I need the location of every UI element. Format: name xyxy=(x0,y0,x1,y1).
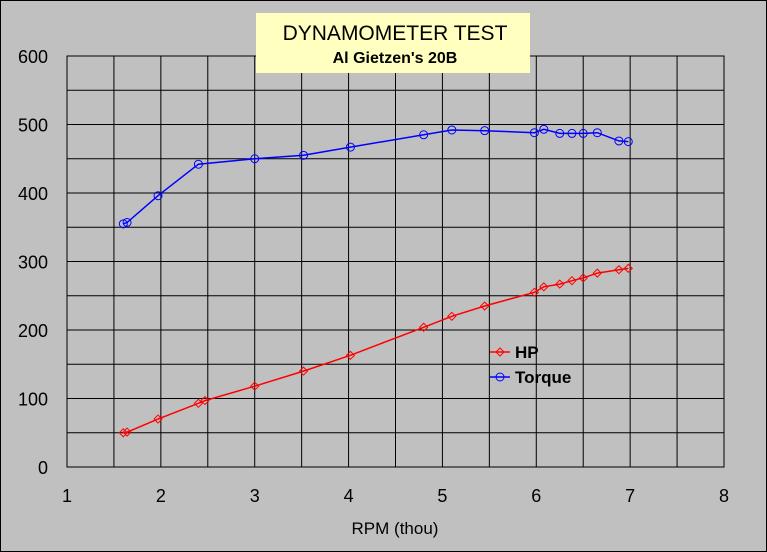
chart-title: DYNAMOMETER TEST xyxy=(283,22,508,45)
data-point-hp xyxy=(153,414,163,424)
y-axis-tick-labels: 0 100 200 300 400 500 600 xyxy=(18,47,48,478)
x-tick-label: 8 xyxy=(719,486,729,506)
data-point-hp xyxy=(193,398,204,409)
data-point-hp xyxy=(567,275,577,286)
series-layer xyxy=(118,124,633,438)
legend-marker-torque xyxy=(495,372,505,382)
y-tick-label: 500 xyxy=(18,116,48,136)
x-tick-label: 2 xyxy=(156,486,166,506)
legend: HP Torque xyxy=(490,343,571,387)
x-axis-label: RPM (thou) xyxy=(352,519,439,538)
y-tick-label: 400 xyxy=(18,184,48,204)
x-tick-label: 1 xyxy=(62,486,72,506)
x-tick-label: 4 xyxy=(344,486,354,506)
data-point-torque xyxy=(193,159,203,169)
data-point-hp xyxy=(418,322,429,332)
data-point-torque xyxy=(623,137,633,147)
data-point-hp xyxy=(592,268,602,278)
legend-item-torque: Torque xyxy=(490,368,571,387)
series-line-torque xyxy=(123,128,629,225)
y-tick-label: 600 xyxy=(18,47,48,67)
legend-item-hp: HP xyxy=(490,343,539,362)
series-line-hp xyxy=(123,267,629,434)
data-point-hp xyxy=(539,282,549,292)
data-point-torque xyxy=(529,128,539,138)
legend-marker-hp xyxy=(495,347,505,357)
x-axis-tick-labels: 1 2 3 4 5 6 7 8 xyxy=(62,486,729,506)
x-tick-label: 6 xyxy=(531,486,541,506)
data-point-torque xyxy=(578,128,588,138)
data-point-torque xyxy=(118,219,128,229)
x-tick-label: 7 xyxy=(625,486,635,506)
legend-label-torque: Torque xyxy=(515,368,571,387)
title-box: DYNAMOMETER TEST Al Gietzen's 20B xyxy=(256,13,530,73)
data-point-torque xyxy=(480,126,490,136)
data-point-torque xyxy=(614,136,624,146)
data-point-hp xyxy=(529,287,540,298)
series-hp xyxy=(118,263,633,438)
data-point-hp xyxy=(623,263,633,274)
data-point-hp xyxy=(298,366,309,376)
chart-subtitle: Al Gietzen's 20B xyxy=(333,50,458,67)
data-point-hp xyxy=(578,273,588,283)
data-point-torque xyxy=(592,128,602,138)
y-tick-label: 200 xyxy=(18,321,48,341)
series-torque xyxy=(118,124,633,229)
y-tick-label: 100 xyxy=(18,390,48,410)
data-point-hp xyxy=(447,311,457,322)
data-point-torque xyxy=(299,150,309,160)
data-point-torque xyxy=(153,191,163,201)
data-point-torque xyxy=(419,130,429,140)
data-point-hp xyxy=(250,381,260,391)
y-tick-label: 0 xyxy=(38,458,48,478)
x-tick-label: 3 xyxy=(250,486,260,506)
data-point-torque xyxy=(345,142,355,152)
data-point-torque xyxy=(447,125,457,135)
y-tick-label: 300 xyxy=(18,253,48,273)
data-point-hp xyxy=(122,427,132,437)
data-point-hp xyxy=(479,301,490,311)
data-point-hp xyxy=(200,395,210,406)
data-point-torque xyxy=(539,124,549,134)
data-point-torque xyxy=(567,128,577,138)
data-point-torque xyxy=(555,128,565,138)
legend-label-hp: HP xyxy=(515,343,539,362)
data-point-torque xyxy=(250,154,260,164)
data-point-hp xyxy=(118,428,129,438)
data-point-hp xyxy=(555,279,565,289)
data-point-torque xyxy=(122,217,132,227)
data-point-hp xyxy=(345,350,356,361)
data-point-hp xyxy=(614,265,624,275)
grid xyxy=(67,56,724,467)
x-tick-label: 5 xyxy=(437,486,447,506)
